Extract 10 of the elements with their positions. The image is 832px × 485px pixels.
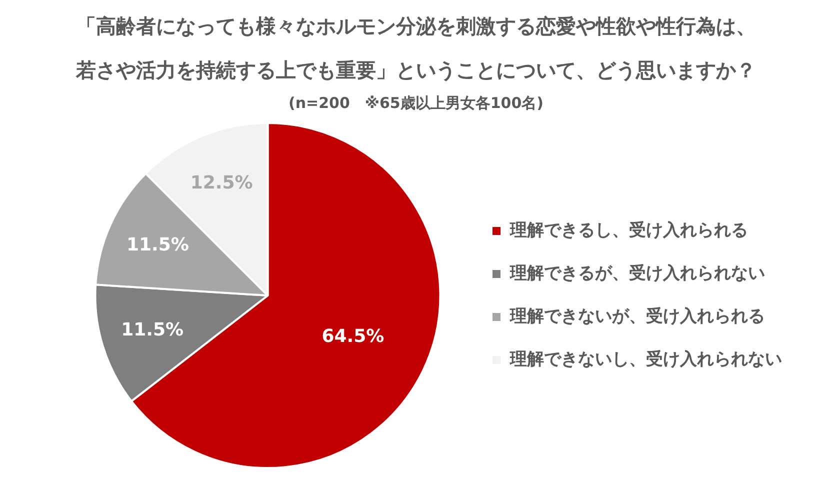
chart-title: 「高齢者になっても様々なホルモン分泌を刺激する恋愛や性欲や性行為は、若さや活力を持続する上でも重要」ということについて、どう思いますか？ [74, 13, 757, 84]
legend-label: 理解できるが、受け入れられない [509, 263, 765, 284]
data-label: 64.5% [322, 326, 384, 347]
data-label: 11.5% [121, 320, 184, 341]
legend-label: 理解できるし、受け入れられる [509, 220, 748, 240]
data-label: 11.5% [126, 234, 189, 256]
legend-label: 理解できないが、受け入れられる [509, 306, 765, 326]
data-label: 12.5% [190, 172, 253, 194]
legend-label: 理解できないし、受け入れられない [509, 349, 782, 370]
chart-subtitle: (n=200 ※65歳以上男女各100名) [287, 93, 545, 114]
